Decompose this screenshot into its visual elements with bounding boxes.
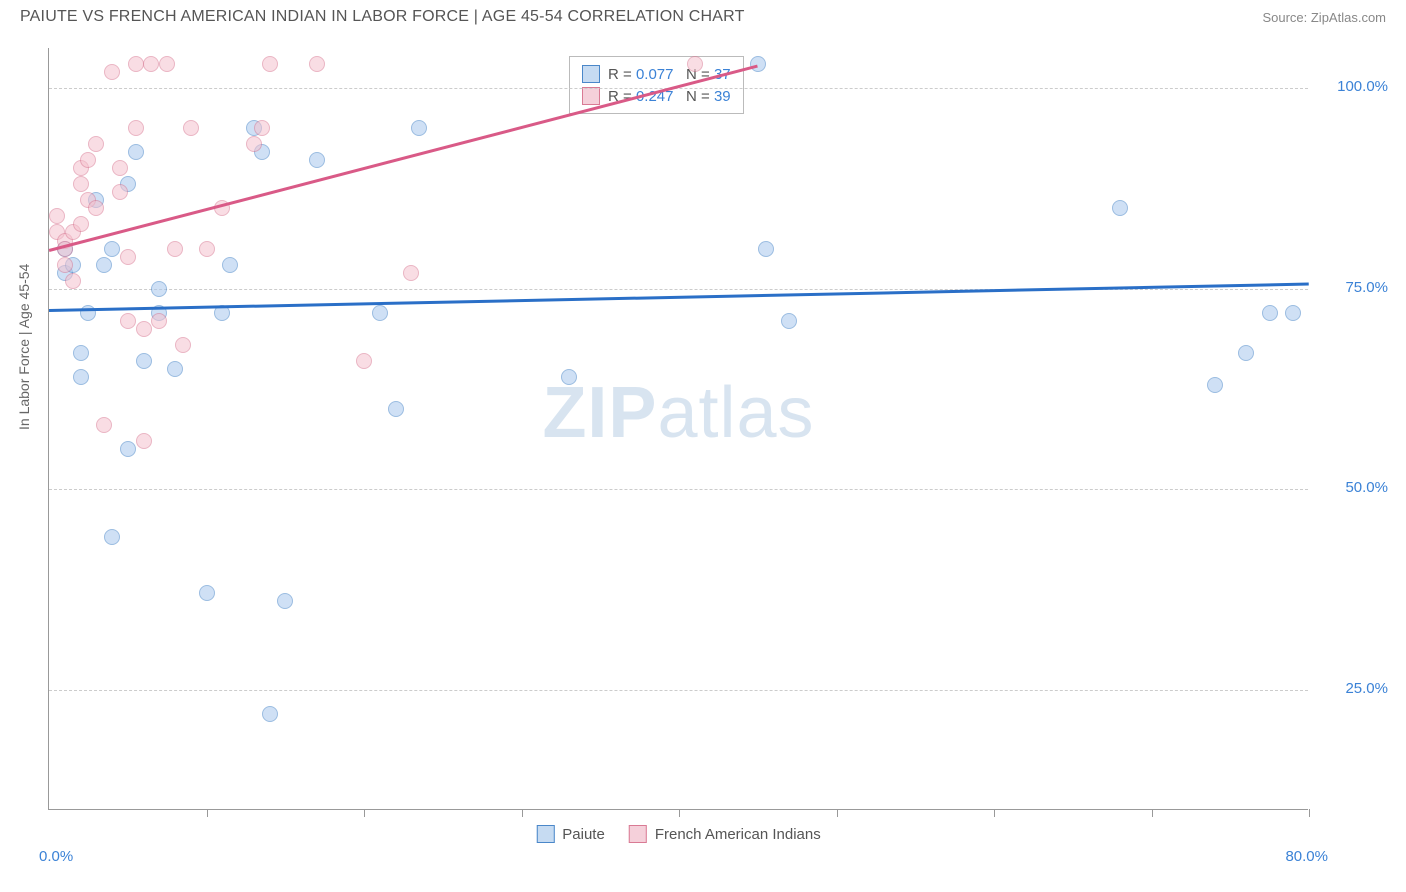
data-point (1285, 305, 1301, 321)
data-point (49, 208, 65, 224)
data-point (120, 441, 136, 457)
x-tick (1152, 809, 1153, 817)
y-tick-label: 100.0% (1318, 78, 1388, 95)
data-point (73, 176, 89, 192)
y-axis-label: In Labor Force | Age 45-54 (16, 264, 32, 430)
chart-title: PAIUTE VS FRENCH AMERICAN INDIAN IN LABO… (20, 8, 745, 26)
data-point (136, 353, 152, 369)
legend-item: Paiute (536, 825, 605, 843)
data-point (1238, 345, 1254, 361)
data-point (120, 313, 136, 329)
chart-source: Source: ZipAtlas.com (1262, 10, 1386, 25)
x-tick-label-max: 80.0% (1285, 848, 1328, 865)
data-point (309, 152, 325, 168)
data-point (222, 257, 238, 273)
data-point (73, 369, 89, 385)
data-point (183, 120, 199, 136)
data-point (104, 241, 120, 257)
legend-swatch (536, 825, 554, 843)
legend-swatch (582, 65, 600, 83)
gridline (49, 690, 1308, 691)
legend-stats: R = 0.077 N = 37 (608, 66, 731, 83)
data-point (143, 56, 159, 72)
data-point (403, 265, 419, 281)
data-point (120, 249, 136, 265)
watermark-bold: ZIP (542, 373, 657, 453)
legend-label: French American Indians (655, 826, 821, 843)
x-tick (679, 809, 680, 817)
x-tick (994, 809, 995, 817)
data-point (167, 241, 183, 257)
data-point (96, 257, 112, 273)
data-point (199, 585, 215, 601)
data-point (96, 417, 112, 433)
data-point (88, 200, 104, 216)
data-point (104, 64, 120, 80)
data-point (136, 433, 152, 449)
data-point (88, 136, 104, 152)
regression-line (49, 64, 758, 251)
x-tick-label-min: 0.0% (39, 848, 73, 865)
data-point (112, 160, 128, 176)
x-tick (837, 809, 838, 817)
legend-item: French American Indians (629, 825, 821, 843)
correlation-legend: R = 0.077 N = 37R = 0.247 N = 39 (569, 56, 744, 114)
data-point (277, 593, 293, 609)
data-point (73, 216, 89, 232)
data-point (254, 120, 270, 136)
legend-swatch (582, 87, 600, 105)
data-point (175, 337, 191, 353)
data-point (372, 305, 388, 321)
x-tick (207, 809, 208, 817)
data-point (262, 56, 278, 72)
data-point (128, 120, 144, 136)
y-tick-label: 75.0% (1318, 279, 1388, 296)
x-tick (1309, 809, 1310, 817)
y-tick-label: 25.0% (1318, 680, 1388, 697)
data-point (781, 313, 797, 329)
watermark: ZIPatlas (542, 372, 814, 454)
x-tick (364, 809, 365, 817)
data-point (80, 152, 96, 168)
regression-line (49, 282, 1309, 311)
chart-plot-area: ZIPatlas R = 0.077 N = 37R = 0.247 N = 3… (48, 48, 1308, 810)
data-point (1262, 305, 1278, 321)
chart-header: PAIUTE VS FRENCH AMERICAN INDIAN IN LABO… (0, 0, 1406, 30)
data-point (199, 241, 215, 257)
data-point (1112, 200, 1128, 216)
legend-swatch (629, 825, 647, 843)
x-tick (522, 809, 523, 817)
legend-row: R = 0.077 N = 37 (582, 63, 731, 85)
series-legend: Paiute French American Indians (536, 825, 820, 843)
data-point (561, 369, 577, 385)
data-point (246, 136, 262, 152)
data-point (104, 529, 120, 545)
gridline (49, 88, 1308, 89)
data-point (159, 56, 175, 72)
data-point (1207, 377, 1223, 393)
data-point (112, 184, 128, 200)
watermark-rest: atlas (657, 373, 814, 453)
data-point (128, 144, 144, 160)
data-point (687, 56, 703, 72)
data-point (750, 56, 766, 72)
gridline (49, 489, 1308, 490)
data-point (758, 241, 774, 257)
data-point (356, 353, 372, 369)
data-point (411, 120, 427, 136)
legend-label: Paiute (562, 826, 605, 843)
data-point (136, 321, 152, 337)
data-point (167, 361, 183, 377)
y-tick-label: 50.0% (1318, 479, 1388, 496)
data-point (65, 273, 81, 289)
data-point (309, 56, 325, 72)
data-point (73, 345, 89, 361)
data-point (128, 56, 144, 72)
data-point (388, 401, 404, 417)
data-point (57, 257, 73, 273)
data-point (262, 706, 278, 722)
data-point (151, 281, 167, 297)
data-point (151, 313, 167, 329)
